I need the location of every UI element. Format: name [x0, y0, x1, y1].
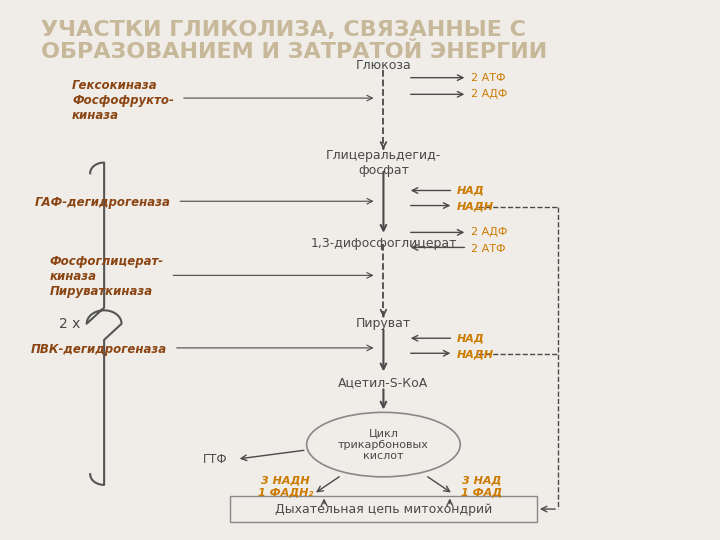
Text: Ацетил-S-КоА: Ацетил-S-КоА	[338, 376, 428, 389]
Text: ГТФ: ГТФ	[202, 453, 227, 465]
Text: Цикл
трикарбоновых
кислот: Цикл трикарбоновых кислот	[338, 428, 429, 461]
Text: 2 АДФ: 2 АДФ	[471, 89, 507, 99]
Text: 2 х: 2 х	[58, 317, 80, 330]
Text: Дыхательная цепь митохондрий: Дыхательная цепь митохондрий	[275, 503, 492, 516]
Text: НАДН: НАДН	[456, 201, 494, 212]
Text: НАД: НАД	[456, 333, 485, 343]
Text: 1 ФАД: 1 ФАД	[461, 488, 502, 497]
Text: НАДН: НАДН	[456, 349, 494, 359]
Text: ПВК-дегидрогеназа: ПВК-дегидрогеназа	[31, 343, 167, 356]
Text: НАД: НАД	[456, 186, 485, 195]
Text: УЧАСТКИ ГЛИКОЛИЗА, СВЯЗАННЫЕ С: УЧАСТКИ ГЛИКОЛИЗА, СВЯЗАННЫЕ С	[41, 20, 526, 40]
Text: Глицеральдегид-
фосфат: Глицеральдегид- фосфат	[326, 148, 441, 177]
Text: ГАФ-дегидрогеназа: ГАФ-дегидрогеназа	[35, 197, 171, 210]
Text: 3 НАДН: 3 НАДН	[261, 475, 310, 485]
Text: 2 АДФ: 2 АДФ	[471, 227, 507, 238]
Text: 1,3-дифосфоглицерат: 1,3-дифосфоглицерат	[310, 237, 456, 249]
Text: Пируват: Пируват	[356, 317, 411, 330]
Text: Глюкоза: Глюкоза	[356, 59, 411, 72]
Text: 1 ФАДН₂: 1 ФАДН₂	[258, 488, 313, 497]
Text: Фосфоглицерат-
киназа
Пируваткиназа: Фосфоглицерат- киназа Пируваткиназа	[50, 255, 163, 298]
Text: 2 АТФ: 2 АТФ	[471, 73, 505, 83]
Text: 2 АТФ: 2 АТФ	[471, 244, 505, 253]
Text: ОБРАЗОВАНИЕМ И ЗАТРАТОЙ ЭНЕРГИИ: ОБРАЗОВАНИЕМ И ЗАТРАТОЙ ЭНЕРГИИ	[41, 42, 547, 62]
Text: Гексокиназа
Фосфофрукто-
киназа: Гексокиназа Фосфофрукто- киназа	[72, 79, 174, 122]
Text: 3 НАД: 3 НАД	[462, 475, 501, 485]
